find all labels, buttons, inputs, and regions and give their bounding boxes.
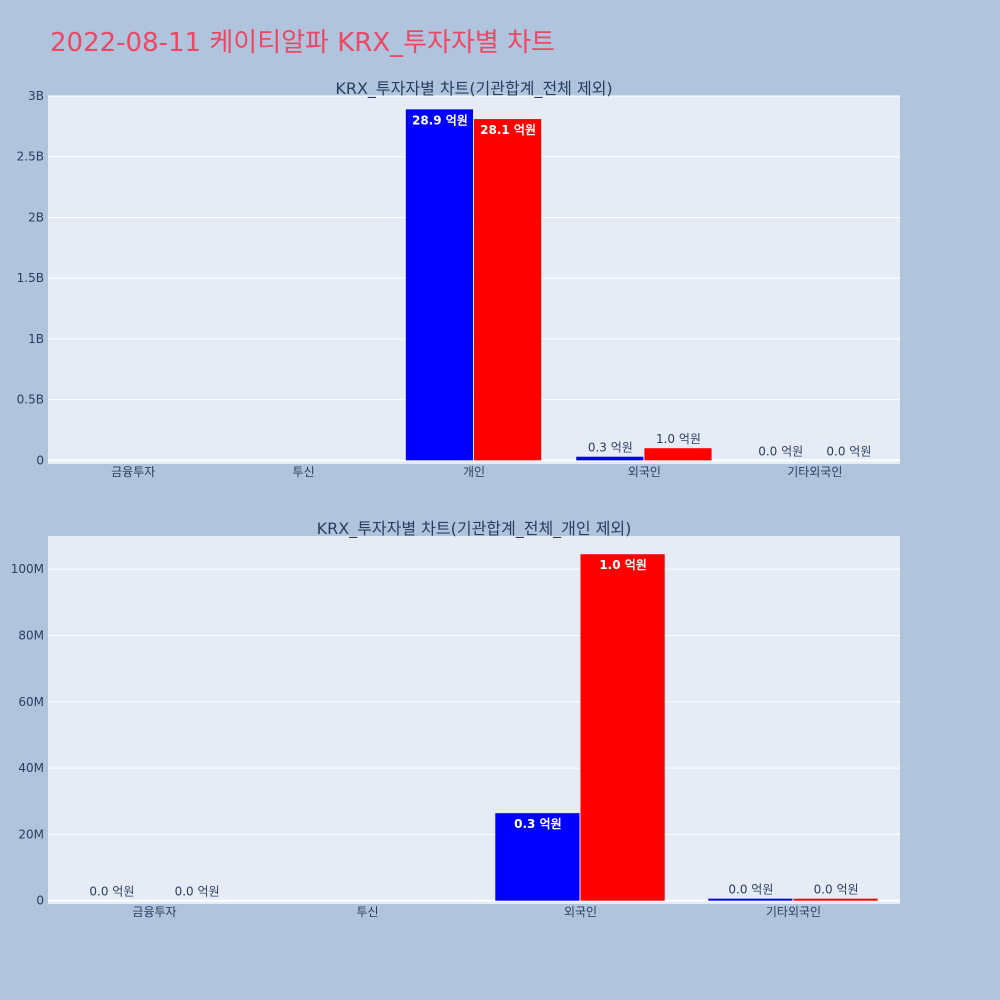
chart-2-data-label: 0.3 억원	[514, 817, 562, 831]
chart-2-data-label: 0.0 억원	[728, 883, 773, 897]
chart-2-y-tick-label: 100M	[11, 562, 44, 576]
chart-1-y-tick-label: 0.5B	[17, 393, 44, 407]
chart-1-data-label: 28.1 억원	[480, 123, 536, 137]
chart-1-bar	[644, 448, 712, 461]
chart-1-data-label: 0.0 억원	[758, 444, 803, 458]
chart-2-x-tick-label: 기타외국인	[766, 905, 821, 919]
chart-2-title: KRX_투자자별 차트(기관합계_전체_개인 제외)	[317, 519, 632, 539]
chart-2-x-tick-label: 투신	[356, 905, 378, 919]
chart-1-y-tick-label: 3B	[28, 89, 44, 103]
chart-1-data-label: 28.9 억원	[412, 113, 468, 127]
chart-2-plot-area	[48, 536, 900, 904]
chart-1-x-tick-label: 외국인	[628, 465, 661, 479]
chart-1-data-label: 1.0 억원	[656, 432, 701, 446]
chart-2-y-tick-label: 80M	[18, 628, 44, 642]
chart-2-data-label: 1.0 억원	[599, 558, 647, 572]
chart-1-data-label: 0.0 억원	[826, 444, 871, 458]
chart-2-bar	[580, 554, 665, 901]
chart-1-x-tick-label: 금융투자	[111, 465, 155, 479]
chart-2-bar	[495, 813, 580, 901]
chart-2-data-label: 0.0 억원	[89, 885, 134, 899]
chart-1-bar	[405, 109, 473, 461]
chart-1-x-tick-label: 투신	[293, 465, 315, 479]
chart-1-title: KRX_투자자별 차트(기관합계_전체 제외)	[335, 79, 612, 99]
chart-1-y-tick-label: 2.5B	[17, 150, 44, 164]
chart-1-y-tick-label: 2B	[28, 210, 44, 224]
chart-1-y-tick-label: 1B	[28, 332, 44, 346]
chart-1-bar	[576, 456, 644, 461]
chart-2-data-label: 0.0 억원	[175, 885, 220, 899]
chart-1: 0 0.5B 1B 1.5B 2B 2.5B 3B 금융투자 투신 개인 28.9 억원 28.1 억…	[17, 79, 900, 479]
chart-1-x-tick-label: 개인	[463, 465, 485, 479]
chart-2-data-label: 0.0 억원	[814, 883, 859, 897]
page-title: 2022-08-11 케이티알파 KRX_투자자별 차트	[50, 28, 555, 58]
chart-1-x-tick-label: 기타외국인	[787, 465, 842, 479]
chart-2-y-tick-label: 60M	[18, 695, 44, 709]
chart-1-y-tick-label: 0	[36, 453, 44, 467]
chart-2-x-tick-label: 금융투자	[132, 905, 176, 919]
chart-2-bar	[708, 898, 793, 901]
chart-1-data-label: 0.3 억원	[588, 441, 633, 455]
chart-2-bar	[793, 898, 878, 901]
chart-2-y-tick-label: 0	[36, 894, 44, 908]
chart-2-x-tick-label: 외국인	[564, 905, 597, 919]
chart-2-y-tick-label: 40M	[18, 761, 44, 775]
chart-1-bar	[474, 119, 542, 461]
chart-1-y-tick-label: 1.5B	[17, 271, 44, 285]
chart-2-y-tick-label: 20M	[18, 827, 44, 841]
